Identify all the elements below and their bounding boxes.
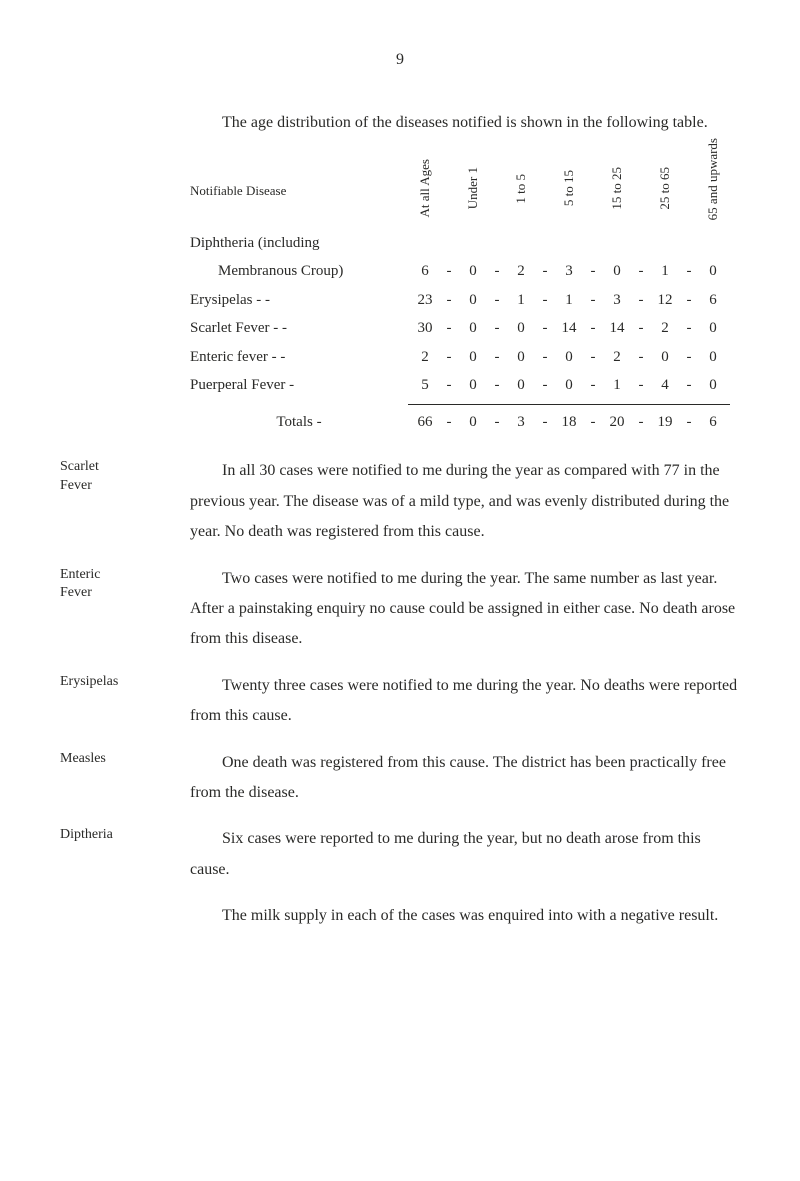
section: Diptheria Six cases were reported to me d… xyxy=(60,824,740,885)
table-cell: 3 xyxy=(504,404,538,436)
table-cell: 0 xyxy=(696,257,730,286)
table-cell: 2 xyxy=(504,257,538,286)
table-cell: 0 xyxy=(456,343,490,372)
section-side-label: Measles xyxy=(60,750,170,768)
table-cell: 2 xyxy=(600,343,634,372)
table-cell: 18 xyxy=(552,404,586,436)
section-side-label: Erysipelas xyxy=(60,673,170,691)
table-col-header: 15 to 25 xyxy=(600,154,634,232)
table-cell: 0 xyxy=(600,257,634,286)
table-cell: 20 xyxy=(600,404,634,436)
section-paragraph: Two cases were notified to me during the… xyxy=(190,564,740,655)
table-cell: 0 xyxy=(456,286,490,315)
table-cell: 5 xyxy=(408,371,442,400)
table-col-header: 65 and upwards xyxy=(696,154,730,232)
section-paragraph: One death was registered from this cause… xyxy=(190,748,740,809)
table-col-header: 5 to 15 xyxy=(552,154,586,232)
table-cell: 0 xyxy=(504,343,538,372)
table-cell: 6 xyxy=(696,286,730,315)
table-row: Membranous Croup)6-0-2-3-0-1-0 xyxy=(190,257,730,286)
section: Scarlet Fever In all 30 cases were notifi… xyxy=(60,456,740,547)
table-col-header: 25 to 65 xyxy=(648,154,682,232)
table-cell: 3 xyxy=(600,286,634,315)
table-totals-label: Totals - xyxy=(190,404,408,436)
table-subhead: Diphtheria (including xyxy=(190,232,730,258)
section-paragraph: In all 30 cases were notified to me duri… xyxy=(190,456,740,547)
closing-section: The milk supply in each of the cases was… xyxy=(60,901,740,931)
table-cell: 0 xyxy=(648,343,682,372)
table-row: Puerperal Fever -5-0-0-0-1-4-0 xyxy=(190,371,730,400)
intro-paragraph: The age distribution of the diseases not… xyxy=(190,108,740,138)
table-cell: 2 xyxy=(648,314,682,343)
table-col-header: 1 to 5 xyxy=(504,154,538,232)
table-cell: 1 xyxy=(504,286,538,315)
table-row: Scarlet Fever - -30-0-0-14-14-2-0 xyxy=(190,314,730,343)
page-number: 9 xyxy=(60,48,740,72)
table-cell: 14 xyxy=(600,314,634,343)
table-cell: 6 xyxy=(696,404,730,436)
age-distribution-table: Notifiable Disease At all Ages Under 1 1… xyxy=(190,154,740,436)
table-cell: 2 xyxy=(408,343,442,372)
table-cell: 3 xyxy=(552,257,586,286)
table-cell: 0 xyxy=(696,343,730,372)
section-paragraph: Six cases were reported to me during the… xyxy=(190,824,740,885)
table-cell: 66 xyxy=(408,404,442,436)
table-cell: 0 xyxy=(504,371,538,400)
table-cell: 14 xyxy=(552,314,586,343)
table-cell: 12 xyxy=(648,286,682,315)
closing-paragraph: The milk supply in each of the cases was… xyxy=(190,901,740,931)
table-cell: 0 xyxy=(552,343,586,372)
table-col-header: At all Ages xyxy=(408,154,442,232)
table-cell: 0 xyxy=(456,404,490,436)
table-cell: 0 xyxy=(552,371,586,400)
table-cell: 4 xyxy=(648,371,682,400)
section: Enteric Fever Two cases were notified to … xyxy=(60,564,740,655)
table-cell: 1 xyxy=(552,286,586,315)
table-cell: 0 xyxy=(696,314,730,343)
table-row-label: Membranous Croup) xyxy=(190,257,408,286)
table-col-header: Under 1 xyxy=(456,154,490,232)
table-totals-row: Totals -66-0-3-18-20-19-6 xyxy=(190,404,730,436)
table-row-label: Scarlet Fever - - xyxy=(190,314,408,343)
table-cell: 1 xyxy=(648,257,682,286)
table-cell: 30 xyxy=(408,314,442,343)
table-cell: 0 xyxy=(504,314,538,343)
section-paragraph: Twenty three cases were notified to me d… xyxy=(190,671,740,732)
table-cell: 23 xyxy=(408,286,442,315)
table-row-header-label: Notifiable Disease xyxy=(190,154,408,232)
table-row-label: Erysipelas - - xyxy=(190,286,408,315)
table-row: Enteric fever - -2-0-0-0-2-0-0 xyxy=(190,343,730,372)
table-row-label: Enteric fever - - xyxy=(190,343,408,372)
table-cell: 1 xyxy=(600,371,634,400)
section-side-label: Enteric Fever xyxy=(60,566,170,602)
table-cell: 0 xyxy=(456,314,490,343)
section-side-label: Scarlet Fever xyxy=(60,458,170,494)
table-cell: 0 xyxy=(696,371,730,400)
table-row-label: Puerperal Fever - xyxy=(190,371,408,400)
section-side-label: Diptheria xyxy=(60,826,170,844)
table-row: Erysipelas - -23-0-1-1-3-12-6 xyxy=(190,286,730,315)
section: Measles One death was registered from thi… xyxy=(60,748,740,809)
table-cell: 0 xyxy=(456,257,490,286)
table-cell: 19 xyxy=(648,404,682,436)
table-cell: 0 xyxy=(456,371,490,400)
section: Erysipelas Twenty three cases were notifi… xyxy=(60,671,740,732)
table-cell: 6 xyxy=(408,257,442,286)
